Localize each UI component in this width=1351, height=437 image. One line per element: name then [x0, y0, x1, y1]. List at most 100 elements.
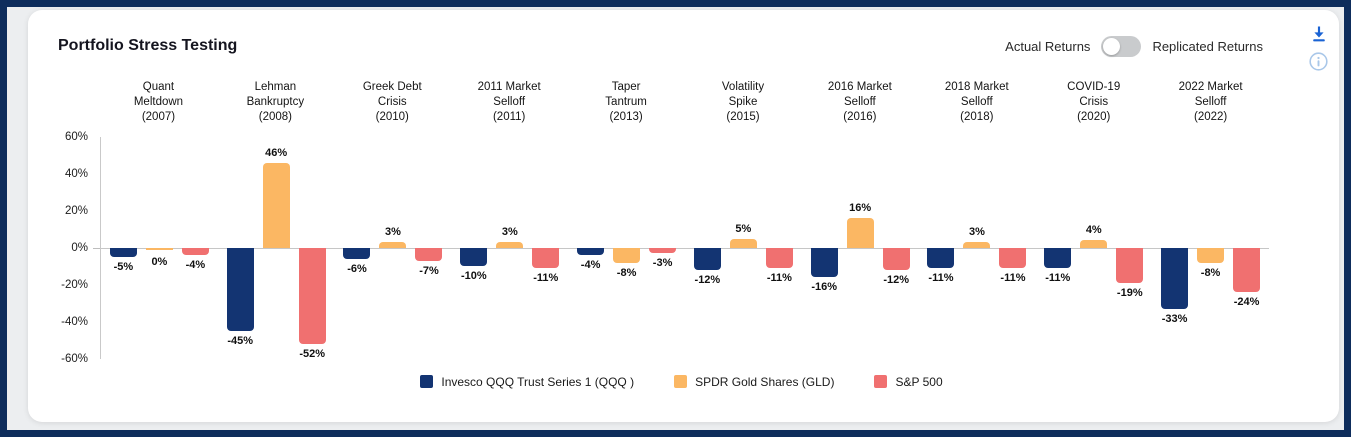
- category-label: 2022 Market Selloff (2022): [1178, 81, 1243, 123]
- legend-item[interactable]: Invesco QQQ Trust Series 1 (QQQ ): [420, 375, 634, 389]
- bar-cell: -8%: [613, 137, 641, 359]
- bar-value-label: -10%: [460, 270, 487, 283]
- category-label: 2011 Market Selloff (2011): [477, 81, 541, 123]
- bar-cell: -3%: [649, 137, 677, 359]
- legend-swatch: [874, 375, 888, 389]
- bar-value-label: 4%: [1085, 224, 1102, 237]
- bar-cell: -8%: [1197, 137, 1225, 359]
- legend-item[interactable]: SPDR Gold Shares (GLD): [674, 375, 834, 389]
- y-tick-label: -20%: [61, 278, 88, 291]
- bar[interactable]: [109, 247, 137, 258]
- bar-value-label: -4%: [580, 259, 601, 272]
- bar-cell: -33%: [1161, 137, 1189, 359]
- bar-cell: -7%: [415, 137, 443, 359]
- returns-toggle-switch[interactable]: [1101, 35, 1142, 57]
- bar-cell: -5%: [109, 137, 137, 359]
- bar-cell: -24%: [1233, 137, 1261, 359]
- bar-value-label: -11%: [1000, 272, 1026, 285]
- bar-cell: 46%: [262, 137, 290, 359]
- bar[interactable]: [415, 247, 443, 261]
- y-tick-label: 60%: [64, 130, 88, 143]
- returns-toggle-group: Actual Returns Replicated Returns: [1005, 35, 1263, 57]
- bar-value-label: 3%: [385, 226, 401, 239]
- bar-value-label: -12%: [883, 274, 910, 286]
- bar-value-label: 5%: [735, 222, 752, 235]
- bar-cell: -11%: [532, 137, 560, 359]
- zero-tick: [93, 247, 100, 249]
- bar[interactable]: [343, 247, 371, 259]
- bar-value-label: -6%: [347, 262, 367, 275]
- y-tick-label: -40%: [61, 315, 88, 328]
- bar-value-label: -5%: [113, 261, 134, 274]
- bar[interactable]: [846, 218, 874, 248]
- bar-value-label: -33%: [1161, 312, 1188, 325]
- bar[interactable]: [927, 247, 955, 269]
- y-tick-label: 20%: [64, 204, 88, 217]
- bar[interactable]: [1116, 247, 1144, 283]
- bar-group: -4% -8% -3%: [568, 137, 685, 359]
- bar[interactable]: [379, 242, 407, 248]
- bar[interactable]: [226, 247, 254, 332]
- category-label: Lehman Bankruptcy (2008): [246, 81, 305, 123]
- bar-value-label: -52%: [299, 348, 326, 360]
- bar-cell: -45%: [226, 137, 254, 359]
- bar[interactable]: [963, 242, 991, 248]
- bar[interactable]: [729, 238, 757, 248]
- bar[interactable]: [765, 247, 793, 269]
- bar[interactable]: [1197, 247, 1225, 263]
- bar[interactable]: [181, 247, 209, 256]
- bar-cell: 3%: [963, 137, 991, 359]
- legend-item[interactable]: S&P 500: [874, 374, 943, 389]
- bar[interactable]: [1080, 240, 1108, 248]
- toggle-right-label: Replicated Returns: [1152, 38, 1263, 54]
- bar-cell: 3%: [496, 137, 524, 359]
- bar-value-label: 3%: [969, 226, 985, 239]
- bar[interactable]: [298, 247, 326, 344]
- bar[interactable]: [693, 247, 721, 270]
- bar[interactable]: [1161, 247, 1189, 309]
- category-label: 2018 Market Selloff (2018): [944, 81, 1009, 123]
- bar[interactable]: [1044, 247, 1072, 269]
- bar-group: -12% 5% -11%: [685, 137, 802, 359]
- legend-swatch: [420, 375, 434, 389]
- bar[interactable]: [810, 247, 838, 278]
- bar[interactable]: [262, 162, 290, 248]
- legend-label: S&P 500: [895, 374, 943, 389]
- bar[interactable]: [460, 247, 488, 267]
- bar-cell: -52%: [298, 137, 326, 360]
- bar[interactable]: [145, 247, 173, 250]
- category-label: Quant Meltdown (2007): [133, 81, 184, 123]
- bar[interactable]: [613, 247, 641, 263]
- bar[interactable]: [649, 247, 677, 254]
- stress-test-chart: Quant Meltdown (2007) Lehman Bankruptcy (…: [44, 80, 1319, 365]
- bar[interactable]: [496, 242, 524, 248]
- download-icon[interactable]: [1309, 24, 1329, 44]
- bar-group: -11% 4% -19%: [1035, 137, 1152, 359]
- bar-value-label: -3%: [652, 257, 673, 270]
- bar-cell: -4%: [577, 137, 605, 359]
- bar-cell: -11%: [765, 137, 793, 359]
- bar[interactable]: [577, 247, 605, 256]
- bar[interactable]: [1233, 247, 1261, 293]
- bar-value-label: 16%: [849, 202, 872, 215]
- page-title: Portfolio Stress Testing: [58, 37, 238, 54]
- bar[interactable]: [532, 247, 560, 269]
- bar-cell: 3%: [379, 137, 407, 359]
- bar-cell: 0%: [145, 137, 173, 359]
- info-icon[interactable]: [1308, 51, 1329, 72]
- legend-swatch: [674, 375, 688, 389]
- bar-cell: -10%: [460, 137, 488, 359]
- bar-group: -11% 3% -11%: [919, 137, 1036, 359]
- bar-cell: -19%: [1116, 137, 1144, 359]
- bar-cell: 16%: [846, 137, 874, 359]
- bar-cell: -12%: [693, 137, 721, 359]
- bar[interactable]: [999, 247, 1027, 269]
- legend: Invesco QQQ Trust Series 1 (QQQ ) SPDR Go…: [44, 375, 1319, 389]
- toggle-knob[interactable]: [1103, 37, 1121, 55]
- bar-cell: -6%: [343, 137, 371, 359]
- y-tick-label: 40%: [64, 167, 88, 180]
- y-tick-label: -60%: [61, 352, 88, 365]
- category-label: Taper Tantrum (2013): [605, 81, 647, 123]
- zero-baseline: [101, 247, 1269, 249]
- bar[interactable]: [882, 247, 910, 270]
